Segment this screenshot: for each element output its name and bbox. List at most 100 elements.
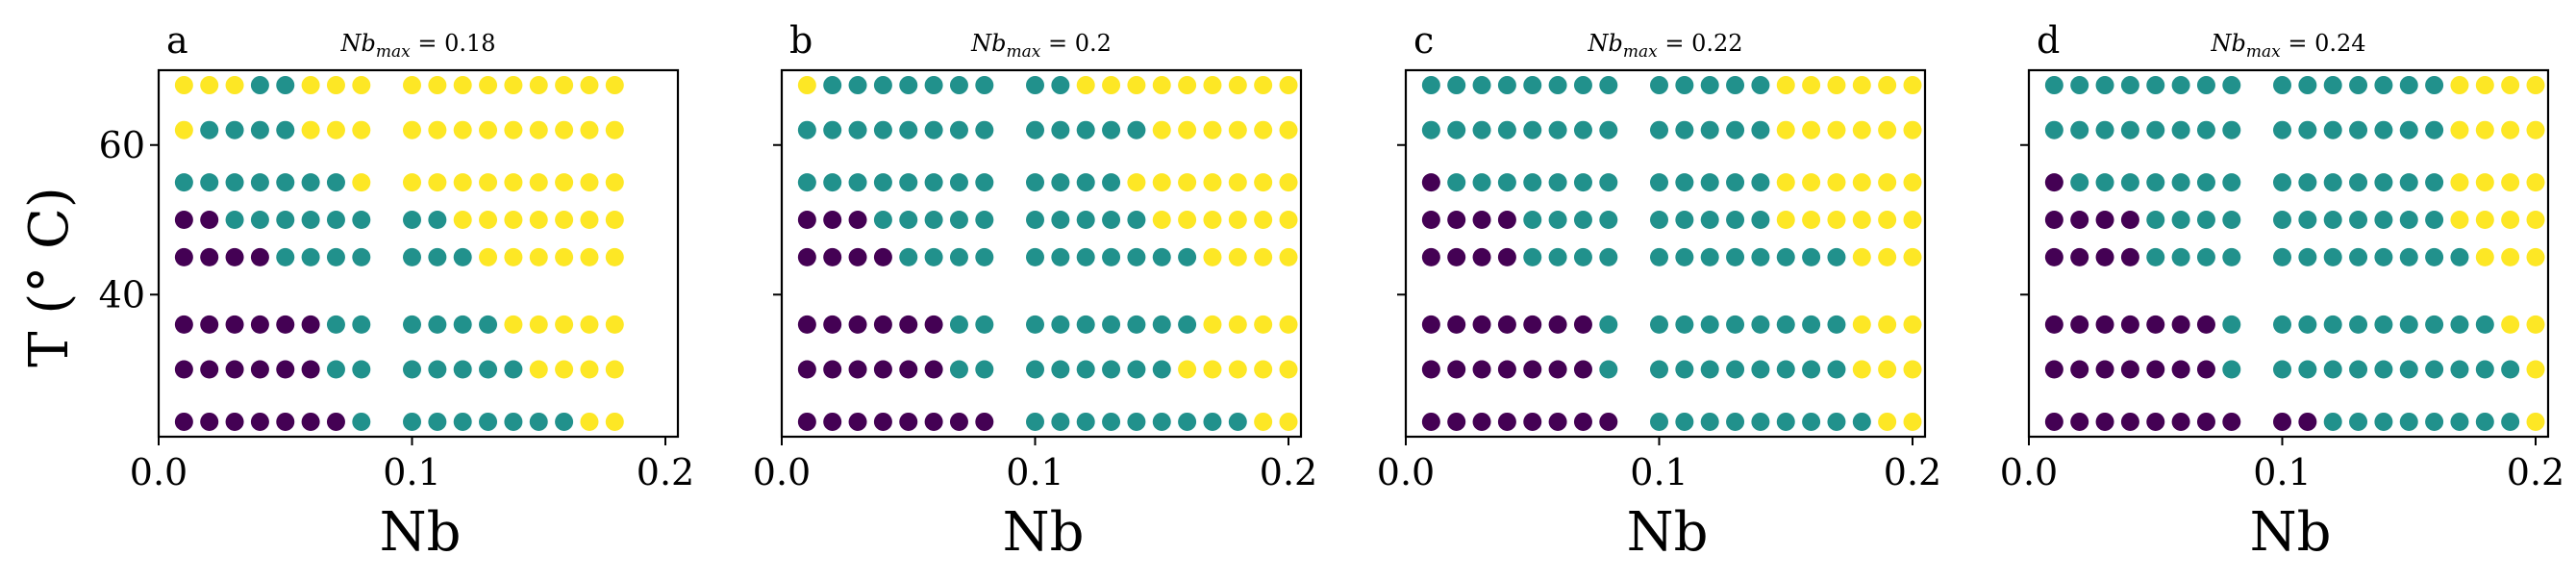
data-point <box>1203 315 1222 334</box>
data-point <box>352 211 371 230</box>
panel-letter: a <box>166 19 188 62</box>
data-point <box>1051 120 1070 139</box>
data-point <box>1675 211 1694 230</box>
data-point <box>174 173 193 192</box>
panel-title: Nbmax = 0.18 <box>339 30 495 62</box>
data-point <box>1076 412 1095 431</box>
data-point <box>1726 315 1745 334</box>
data-point <box>949 412 968 431</box>
data-point <box>1152 173 1171 192</box>
data-point <box>797 211 816 230</box>
data-point <box>1523 360 1542 379</box>
data-point <box>580 211 599 230</box>
data-point <box>2070 315 2089 334</box>
data-point <box>1573 211 1592 230</box>
data-point <box>1523 76 1542 95</box>
data-point <box>2526 247 2545 266</box>
plot-frame <box>1404 68 1927 439</box>
data-point <box>1650 412 1668 431</box>
data-point <box>1599 76 1618 95</box>
data-point <box>823 76 842 95</box>
data-point <box>873 412 892 431</box>
data-point <box>2070 211 2089 230</box>
data-point <box>1573 360 1592 379</box>
data-point <box>529 412 548 431</box>
data-point <box>504 315 523 334</box>
data-point <box>823 412 842 431</box>
data-point <box>2450 412 2469 431</box>
data-point <box>1497 412 1516 431</box>
data-point <box>1178 412 1197 431</box>
data-point <box>823 173 842 192</box>
data-point <box>1599 360 1618 379</box>
data-point <box>2323 76 2342 95</box>
data-point <box>276 315 295 334</box>
data-point <box>2399 76 2418 95</box>
data-point <box>2273 360 2291 379</box>
x-axis-label: Nb <box>380 501 462 564</box>
data-point <box>1573 247 1592 266</box>
data-point <box>453 412 472 431</box>
data-point <box>2146 173 2165 192</box>
data-point <box>453 76 472 95</box>
data-point <box>276 120 295 139</box>
data-point <box>174 315 193 334</box>
panel-title-subscript: max <box>376 42 411 62</box>
data-point <box>1026 173 1044 192</box>
data-point <box>428 360 447 379</box>
data-point <box>1852 247 1871 266</box>
data-point <box>1152 211 1171 230</box>
data-point <box>2095 412 2114 431</box>
data-point <box>1675 315 1694 334</box>
data-point <box>2501 211 2520 230</box>
data-point <box>873 173 892 192</box>
data-point <box>1700 315 1719 334</box>
data-point <box>2425 120 2444 139</box>
data-point <box>2171 247 2190 266</box>
data-point <box>1599 247 1618 266</box>
data-point <box>1776 315 1795 334</box>
data-point <box>1421 360 1440 379</box>
data-point <box>504 76 523 95</box>
data-point <box>848 247 867 266</box>
data-point <box>225 360 244 379</box>
data-point <box>1279 247 1298 266</box>
data-point <box>848 315 867 334</box>
data-point <box>2120 120 2139 139</box>
data-point <box>2323 360 2342 379</box>
data-point <box>1472 360 1491 379</box>
data-point <box>2374 120 2393 139</box>
data-point <box>479 412 498 431</box>
data-point <box>1447 360 1466 379</box>
data-point <box>2196 315 2215 334</box>
data-point <box>1573 76 1592 95</box>
data-point <box>975 173 994 192</box>
data-point <box>428 412 447 431</box>
data-point <box>428 120 447 139</box>
data-point <box>1852 412 1871 431</box>
data-point <box>1051 76 1070 95</box>
data-point <box>2070 173 2089 192</box>
data-point <box>2298 412 2317 431</box>
data-point <box>2501 315 2520 334</box>
data-point <box>250 76 269 95</box>
data-point <box>2399 315 2418 334</box>
data-point <box>174 120 193 139</box>
data-point <box>2425 211 2444 230</box>
data-point <box>605 211 624 230</box>
data-point <box>1650 315 1668 334</box>
data-point <box>1827 173 1846 192</box>
data-point <box>326 247 345 266</box>
data-point <box>326 412 345 431</box>
data-point <box>1102 211 1121 230</box>
data-point <box>2526 360 2545 379</box>
data-point <box>1127 173 1146 192</box>
data-point <box>2146 211 2165 230</box>
data-point <box>225 315 244 334</box>
data-point <box>1776 360 1795 379</box>
data-point <box>2349 120 2368 139</box>
data-point <box>1802 412 1821 431</box>
data-point <box>1076 247 1095 266</box>
x-axis-label: Nb <box>1003 501 1085 564</box>
data-point <box>1802 315 1821 334</box>
